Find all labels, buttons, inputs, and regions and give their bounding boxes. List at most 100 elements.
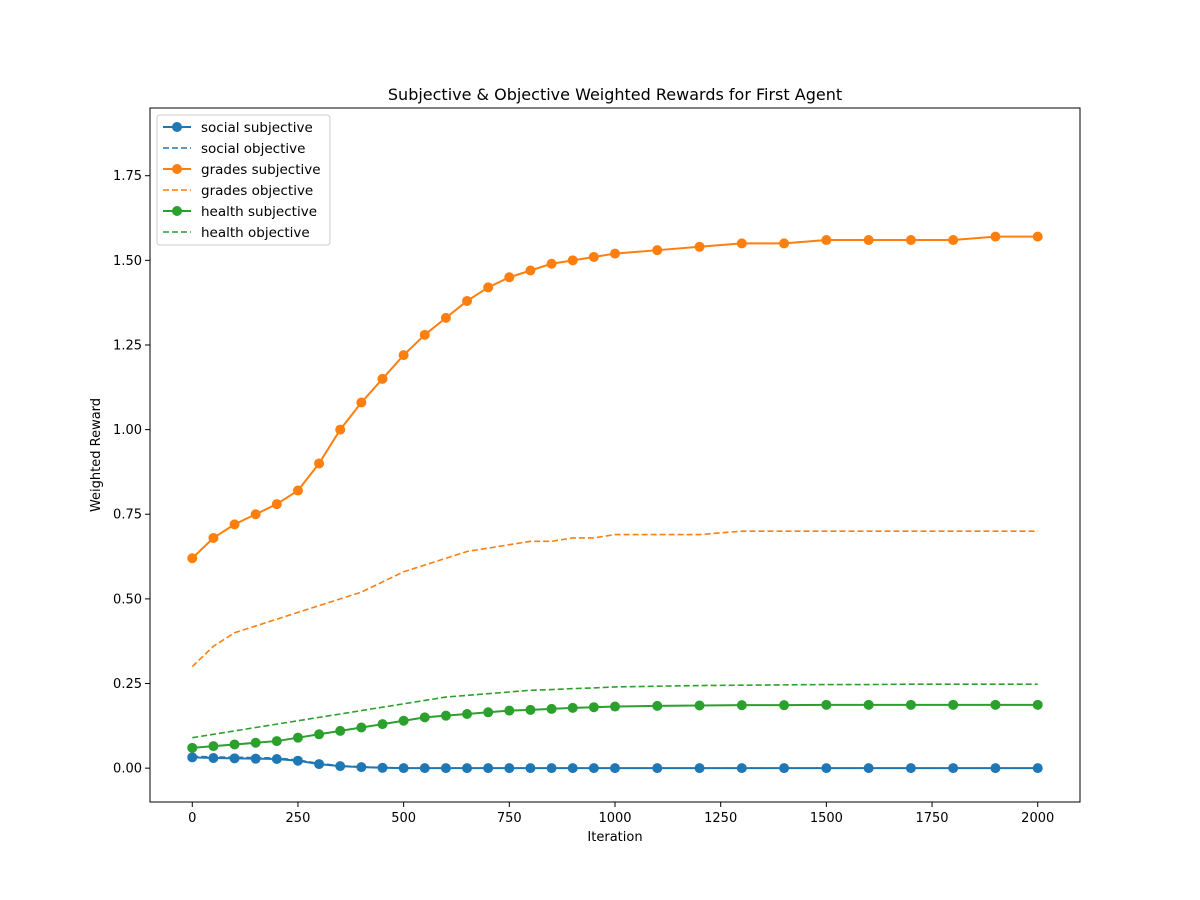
legend-box (156, 114, 331, 246)
data-point-health-subjective (250, 737, 261, 748)
data-point-grades-subjective (736, 238, 747, 249)
legend-entry: grades objective (201, 183, 313, 199)
legend-marker (172, 122, 182, 132)
data-point-grades-subjective (504, 272, 515, 283)
data-point-health-subjective (990, 699, 1001, 710)
x-tick-label: 750 (497, 811, 522, 826)
data-point-health-subjective (398, 715, 409, 726)
series-line-grades-objective (191, 530, 1038, 668)
data-point-health-subjective (694, 700, 705, 711)
data-point-health-subjective (440, 710, 451, 721)
data-point-grades-subjective (567, 255, 578, 266)
data-point-grades-subjective (462, 295, 473, 306)
x-axis: 0 250 500 750 1000 1250 1500 1750 2000 (188, 802, 1054, 826)
y-axis-label: Weighted Reward (89, 398, 104, 512)
data-point-social-subjective (271, 754, 282, 765)
data-point-grades-subjective (483, 282, 494, 293)
legend-entry: health objective (201, 225, 310, 241)
data-point-health-subjective (229, 739, 240, 750)
data-point-health-subjective (863, 699, 874, 710)
x-tick-label: 1250 (704, 811, 737, 826)
data-point-health-subjective (335, 725, 346, 736)
data-point-social-subjective (229, 753, 240, 764)
data-point-health-subjective (905, 699, 916, 710)
data-point-grades-subjective (905, 235, 916, 246)
data-point-health-subjective (462, 708, 473, 719)
data-point-health-subjective (610, 701, 620, 712)
data-point-health-subjective (483, 707, 494, 718)
data-point-health-subjective (419, 712, 430, 723)
data-point-grades-subjective (821, 235, 832, 246)
data-point-social-subjective (419, 763, 430, 774)
legend: social subjective social objective grades … (156, 114, 331, 246)
data-point-grades-subjective (1032, 231, 1043, 242)
y-tick-label: 0.25 (113, 677, 142, 692)
data-point-grades-subjective (419, 329, 430, 340)
data-point-grades-subjective (440, 312, 451, 323)
data-point-health-subjective (546, 703, 557, 714)
series-line-health-objective (192, 683, 1038, 739)
data-point-social-subjective (905, 763, 916, 774)
data-point-health-subjective (821, 699, 832, 710)
x-tick-label: 250 (286, 811, 311, 826)
data-point-social-subjective (250, 753, 261, 764)
data-point-grades-subjective (948, 235, 959, 246)
chart-title: Subjective & Objective Weighted Rewards … (388, 85, 842, 104)
data-point-health-subjective (314, 729, 325, 740)
x-tick-label: 1750 (915, 811, 948, 826)
y-tick-label: 1.50 (113, 254, 142, 269)
data-point-health-subjective (948, 699, 959, 710)
x-tick-label: 500 (391, 811, 416, 826)
data-point-social-subjective (292, 755, 303, 766)
data-point-health-subjective (208, 741, 219, 752)
data-point-grades-subjective (187, 553, 198, 564)
y-tick-label: 0.75 (113, 508, 142, 523)
data-point-grades-subjective (610, 248, 620, 259)
data-point-social-subjective (588, 763, 599, 774)
data-point-health-subjective (567, 702, 578, 713)
x-tick-label: 1500 (810, 811, 843, 826)
data-point-health-subjective (356, 722, 367, 733)
data-point-grades-subjective (588, 251, 599, 262)
y-tick-label: 1.00 (113, 423, 142, 438)
legend-marker (172, 206, 182, 216)
legend-entry: social objective (201, 141, 305, 157)
legend-marker (172, 164, 182, 174)
legend-entry: health subjective (201, 204, 317, 220)
x-axis-label: Iteration (587, 830, 642, 845)
data-point-health-subjective (652, 700, 663, 711)
x-tick-label: 2000 (1021, 811, 1054, 826)
data-point-health-subjective (187, 742, 198, 753)
x-tick-label: 1000 (598, 811, 631, 826)
data-point-social-subjective (546, 763, 557, 774)
data-point-grades-subjective (208, 532, 219, 543)
data-point-health-subjective (736, 700, 747, 711)
data-point-grades-subjective (377, 373, 388, 384)
data-point-grades-subjective (250, 509, 261, 520)
data-point-grades-subjective (652, 245, 663, 256)
y-axis: 0.00 0.25 0.50 0.75 1.00 1.25 1.50 1.75 (113, 169, 150, 777)
data-point-grades-subjective (694, 241, 705, 252)
data-point-grades-subjective (863, 235, 874, 246)
data-point-social-subjective (187, 752, 198, 763)
y-tick-label: 0.00 (113, 762, 142, 777)
data-point-grades-subjective (335, 424, 346, 435)
y-tick-label: 1.25 (113, 338, 142, 353)
legend-entry: grades subjective (201, 162, 321, 178)
data-point-health-subjective (525, 704, 536, 715)
series-line-social-objective (192, 755, 1038, 769)
data-point-health-subjective (588, 702, 599, 713)
data-point-health-subjective (779, 700, 790, 711)
data-point-social-subjective (208, 752, 219, 763)
data-point-grades-subjective (314, 458, 325, 469)
data-point-social-subjective (483, 763, 494, 774)
y-tick-label: 0.50 (113, 592, 142, 607)
data-point-social-subjective (652, 763, 663, 774)
x-tick-label: 0 (188, 811, 196, 826)
data-point-health-subjective (271, 736, 282, 747)
data-point-health-subjective (504, 705, 515, 716)
data-point-grades-subjective (292, 485, 303, 496)
data-point-grades-subjective (398, 350, 409, 361)
legend-entry: social subjective (201, 120, 313, 136)
